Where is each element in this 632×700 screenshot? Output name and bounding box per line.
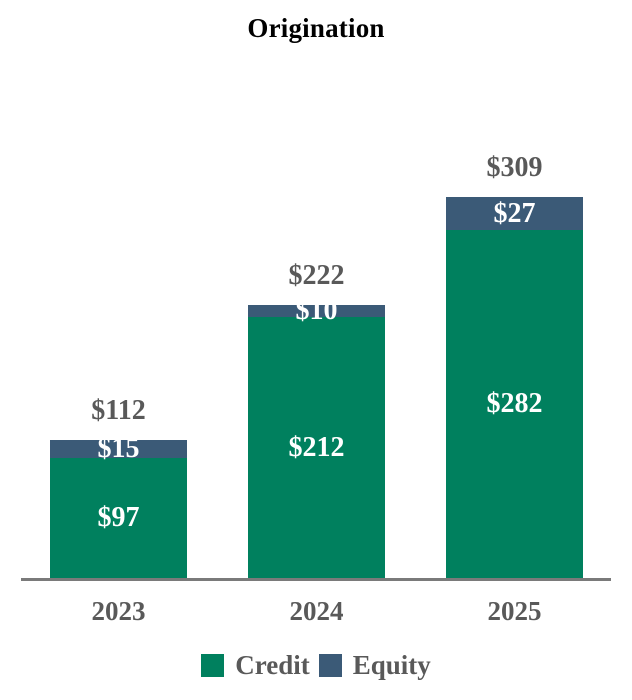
bar-segment-credit-2023: $97: [50, 458, 187, 578]
bar-segment-credit-2025: $282: [446, 230, 583, 578]
legend-swatch-credit-icon: [201, 654, 225, 678]
bars-container: $112 $15 $97 $222 $10 $212 $309 $27 $282: [0, 50, 632, 578]
bar-value-label-equity-2025: $27: [493, 197, 536, 229]
bar-segment-equity-2024: $10: [248, 297, 385, 325]
bar-segment-equity-2023: $15: [50, 435, 187, 463]
bar-2024: $222 $10 $212: [248, 260, 385, 578]
bar-value-label-equity-2024: $10: [295, 295, 338, 326]
chart-legend: Credit Equity: [0, 650, 632, 681]
legend-swatch-equity-icon: [318, 654, 342, 678]
legend-item-credit: Credit: [201, 650, 310, 681]
bar-value-label-equity-2023: $15: [97, 433, 140, 464]
bar-total-label-2025: $309: [486, 151, 543, 183]
x-axis-labels: 2023 2024 2025: [0, 596, 632, 627]
legend-label-equity: Equity: [352, 650, 431, 681]
x-axis-label-2023: 2023: [91, 596, 146, 626]
bar-segment-equity-2025: $27: [446, 197, 583, 230]
x-axis-line: [21, 578, 611, 581]
bar-value-label-credit-2023: $97: [97, 502, 140, 533]
bar-value-label-credit-2024: $212: [288, 431, 345, 463]
legend-label-credit: Credit: [235, 650, 310, 681]
bar-total-label-2024: $222: [288, 259, 345, 291]
bar-2025: $309 $27 $282: [446, 152, 583, 578]
x-axis-label-2025: 2025: [487, 596, 542, 626]
bar-total-label-2023: $112: [91, 394, 146, 426]
bar-value-label-credit-2025: $282: [486, 388, 543, 419]
legend-item-equity: Equity: [318, 650, 431, 681]
x-axis-label-2024: 2024: [289, 596, 344, 626]
bar-segment-credit-2024: $212: [248, 317, 385, 578]
bar-2023: $112 $15 $97: [50, 395, 187, 578]
chart-title: Origination: [247, 13, 385, 43]
plot-area: $112 $15 $97 $222 $10 $212 $309 $27 $282: [0, 50, 632, 581]
